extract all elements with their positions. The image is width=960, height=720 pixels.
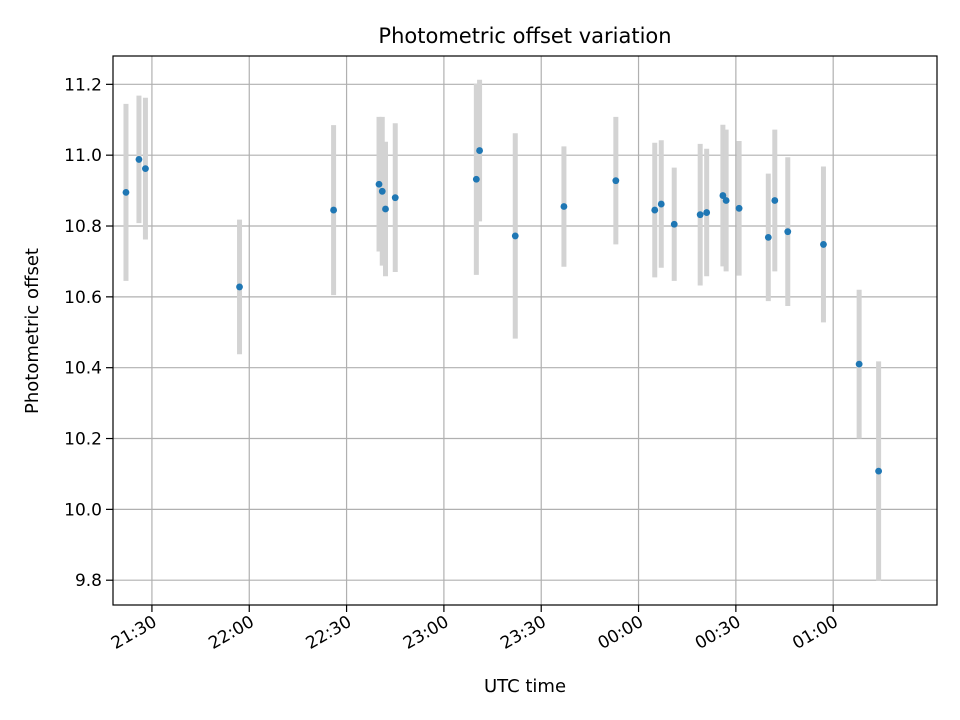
grid: [113, 56, 937, 605]
y-tick-label: 10.4: [64, 359, 102, 379]
data-point: [784, 228, 792, 236]
data-point: [820, 241, 827, 248]
data-point: [236, 283, 243, 291]
data-point: [670, 220, 678, 228]
y-tick-label: 10.2: [64, 430, 102, 450]
data-point: [703, 209, 711, 216]
y-tick-label: 11.0: [64, 146, 102, 166]
plot-frame: [112, 55, 938, 606]
data-point: [651, 206, 659, 214]
data-point: [375, 180, 383, 188]
data-point: [764, 233, 772, 241]
data-point: [657, 200, 665, 208]
data-point: [135, 156, 143, 163]
data-point: [722, 197, 730, 204]
y-axis-label: Photometric offset: [22, 248, 43, 414]
data-point: [771, 197, 779, 204]
data-point: [382, 205, 389, 213]
data-point: [719, 192, 727, 199]
y-tick-label: 11.2: [64, 75, 102, 95]
data-point: [735, 204, 743, 212]
data-point: [511, 232, 519, 240]
y-tick-label: 10.6: [64, 288, 102, 308]
data-point: [472, 175, 480, 183]
chart-title: Photometric offset variation: [378, 24, 671, 48]
y-tick-label: 10.8: [64, 217, 102, 237]
data-point: [378, 187, 386, 195]
y-axis: 9.8 10.0 10.2 10.4 10.6 10.8 11.0 11.2: [64, 75, 113, 591]
data-point: [855, 360, 863, 368]
y-tick-label: 10.0: [64, 500, 102, 520]
data-points: [122, 147, 883, 475]
data-point: [560, 203, 568, 210]
data-point: [122, 188, 130, 196]
y-tick-label: 9.8: [75, 571, 102, 591]
data-point: [142, 165, 149, 173]
x-axis-label: UTC time: [484, 676, 566, 697]
data-point: [875, 467, 883, 475]
data-point: [696, 211, 704, 219]
data-point: [612, 177, 620, 185]
data-point: [476, 147, 483, 154]
data-point: [391, 194, 399, 202]
data-point: [330, 206, 337, 214]
